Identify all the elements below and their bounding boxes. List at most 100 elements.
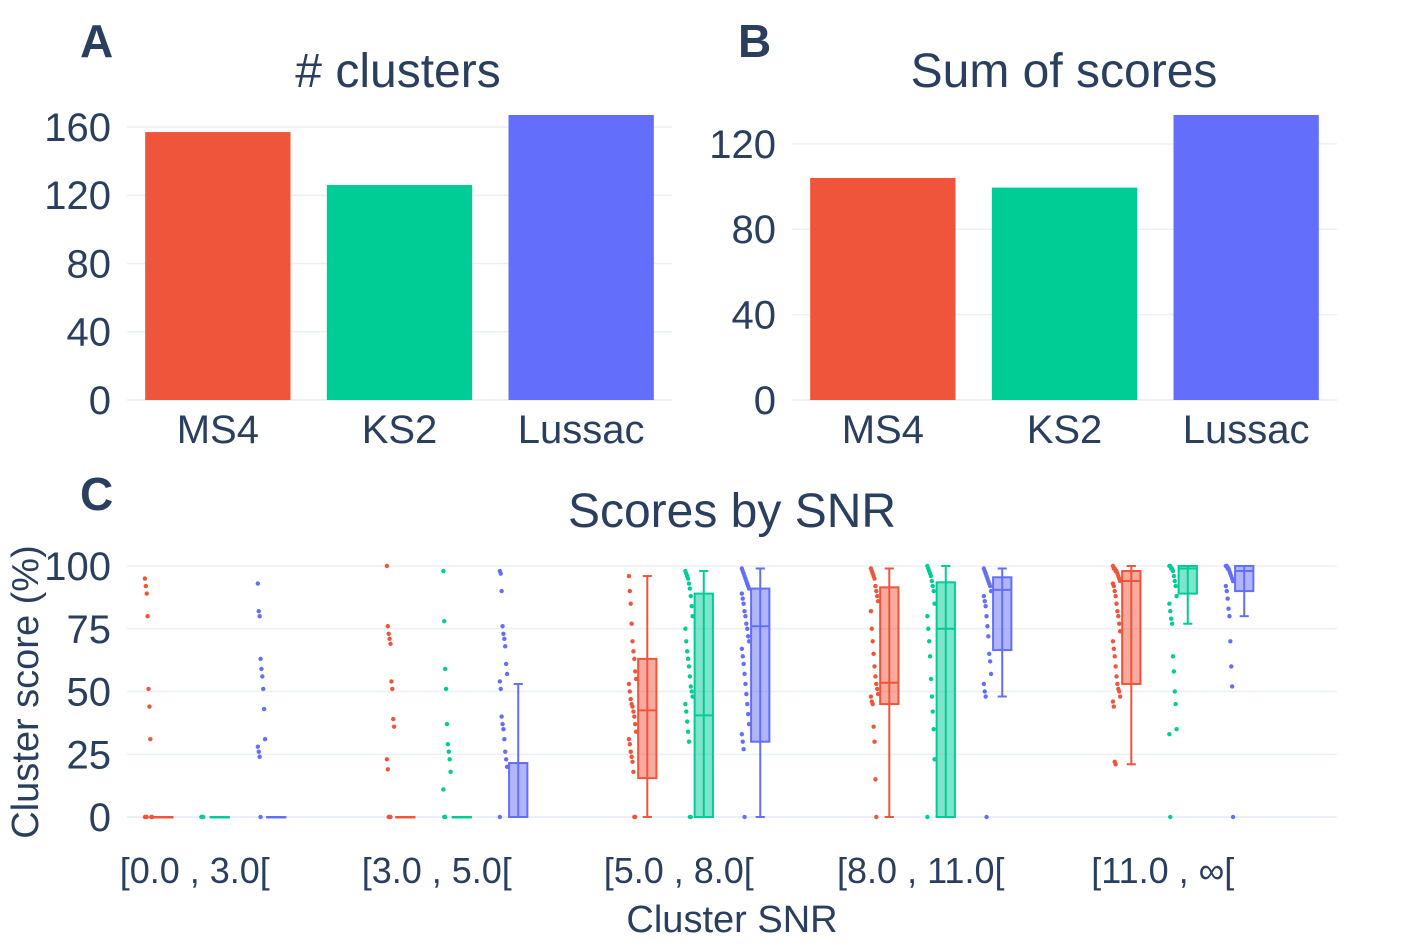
point-lussac-3-17 [988,671,994,677]
box-ms4-4 [1121,570,1142,685]
point-ms4-3-24 [874,814,879,820]
point-ms4-3-10 [869,626,875,631]
point-ks2-2-3 [685,576,691,581]
point-ks2-2-16 [689,689,694,694]
point-lussac-2-25 [745,711,751,717]
point-ms4-2-9 [626,681,632,687]
point-ms4-1-7 [391,716,396,722]
point-lussac-0-8 [262,736,268,742]
point-ks2-4-16 [1173,701,1178,707]
point-ms4-3-4 [872,576,877,581]
point-ms4-1-9 [384,757,390,762]
point-ks2-3-12 [927,654,933,659]
bar-chart-sum-of-scores: B Sum of scores 0 40 80 120 MS4 KS2 Lussac [709,15,1337,452]
point-ms4-2-15 [632,714,637,719]
point-ms4-2-22 [630,759,635,764]
box-group-lussac-3 [981,566,1013,820]
box-chart-scores-by-snr: C Scores by SNR 0 25 50 75 100 [0.0 , 3.0[[3… [5,468,1337,941]
point-ks2-3-15 [930,709,935,714]
point-ks2-3-5 [929,578,935,584]
point-ks2-4-10 [1168,608,1173,614]
point-lussac-1-9 [497,679,503,684]
box-group-lussac-1 [497,568,529,820]
point-ms4-3-11 [870,639,875,644]
point-ks2-1-2 [442,666,448,672]
point-ks2-2-5 [687,586,693,591]
point-ms4-3-12 [871,651,876,657]
point-lussac-2-15 [745,626,750,631]
point-lussac-2-19 [740,654,745,659]
point-lussac-2-24 [745,701,750,707]
point-ks2-1-3 [443,686,449,692]
sum-scores-y-tick-0: 0 [754,379,776,423]
point-ks2-2-22 [686,739,692,744]
point-ks2-0-2 [200,814,206,820]
box-group-ms4-0 [142,576,174,820]
point-ks2-4-14 [1171,669,1177,674]
point-lussac-0-5 [260,674,265,679]
point-lussac-0-10 [256,749,261,754]
point-ks2-3-4 [928,573,934,579]
point-ks2-4-9 [1167,601,1172,606]
box-lussac-1 [508,762,529,818]
point-ks2-4-15 [1172,689,1177,694]
point-ks2-1-5 [445,742,451,747]
point-ks2-3-13 [928,676,934,682]
point-ms4-2-21 [629,754,634,759]
point-ks2-3-7 [931,588,936,594]
point-lussac-3-11 [983,603,988,609]
point-lussac-2-12 [742,608,747,614]
snr-y-tick-50: 50 [67,671,112,715]
point-lussac-4-14 [1228,639,1233,644]
point-lussac-1-5 [502,636,507,641]
snr-x-tick-3: [8.0 , 11.0[ [837,850,1004,891]
point-lussac-4-15 [1229,664,1234,669]
point-ks2-3-18 [925,814,930,820]
point-ms4-2-14 [631,709,636,714]
point-lussac-2-16 [745,634,751,639]
point-lussac-4-9 [1223,583,1229,589]
box-group-lussac-2 [739,566,771,820]
point-ks2-1-8 [448,769,453,775]
point-ms4-1-4 [388,641,393,647]
point-ms4-4-28 [1111,704,1117,709]
point-ms4-2-10 [627,689,633,694]
point-ks2-1-6 [446,749,451,754]
point-lussac-1-14 [502,736,507,742]
point-lussac-1-15 [503,749,508,754]
point-ms4-2-23 [631,769,636,775]
point-lussac-1-12 [500,721,505,727]
gridlines-c [127,565,1337,818]
point-lussac-1-2 [499,588,504,594]
point-ms4-2-20 [628,749,633,754]
point-ks2-2-9 [683,626,688,631]
point-ms4-2-6 [632,656,637,662]
point-ms4-3-18 [868,694,874,699]
point-lussac-2-14 [744,621,749,626]
point-ms4-0-1 [143,583,149,589]
point-lussac-0-1 [256,608,261,614]
point-ms4-4-30 [1113,762,1118,767]
point-ms4-0-3 [145,614,150,619]
chart-title-scores-by-snr: Scores by SNR [568,485,896,538]
box-group-ms4-2 [626,573,658,820]
point-ms4-4-20 [1112,654,1117,659]
point-lussac-2-18 [739,646,745,652]
point-ms4-4-21 [1113,664,1118,669]
point-ks2-4-6 [1172,578,1177,584]
point-lussac-4-11 [1225,596,1230,601]
snr-y-tick-25: 25 [67,733,112,777]
point-ms4-4-14 [1115,608,1120,614]
point-lussac-1-10 [498,686,503,692]
point-ms4-1-13 [388,814,393,820]
point-ms4-4-13 [1114,601,1119,606]
box-group-lussac-0 [255,581,287,820]
bars-a [145,115,654,401]
point-lussac-0-3 [258,656,263,662]
point-ms4-3-15 [874,681,879,687]
box-group-ms4-4 [1110,563,1142,767]
chart-title-sum-of-scores: Sum of scores [911,45,1218,98]
snr-y-tick-100: 100 [44,545,111,589]
point-ms4-3-23 [873,777,878,782]
point-lussac-2-22 [743,681,748,687]
